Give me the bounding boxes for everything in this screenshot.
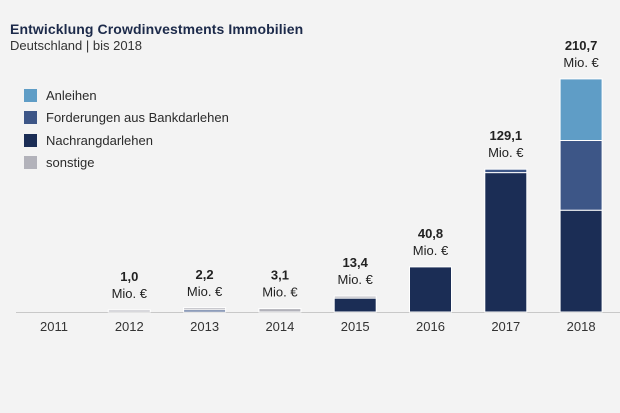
x-tick-2017: 2017 <box>491 319 520 334</box>
unit-label-2018: Mio. € <box>563 55 599 70</box>
bars <box>107 78 603 313</box>
legend-item-anleihen: Anleihen <box>24 84 229 107</box>
x-tick-labels: 2011 2012 2013 2014 2015 2016 2017 2018 <box>40 319 596 334</box>
total-label-2012: 1,0 <box>120 269 138 284</box>
total-label-2018: 210,7 <box>565 38 598 53</box>
unit-label-2013: Mio. € <box>187 284 223 299</box>
total-label-2014: 3,1 <box>271 268 289 283</box>
bar-segment-2018-0 <box>559 209 603 313</box>
bar-segment-2014-3 <box>258 308 302 313</box>
legend-swatch-anleihen <box>24 88 37 102</box>
x-tick-2011: 2011 <box>40 319 68 334</box>
legend: Anleihen Forderungen aus Bankdarlehen Na… <box>24 84 229 174</box>
legend-item-sonstige: sonstige <box>24 152 229 175</box>
legend-label-sonstige: sonstige <box>46 155 95 171</box>
bar-segment-2017-1 <box>484 168 528 174</box>
legend-swatch-forderungen <box>24 111 37 125</box>
bar-segment-2015-0 <box>333 297 377 313</box>
x-tick-2015: 2015 <box>341 319 370 334</box>
chart-title: Entwicklung Crowdinvestments Immobilien <box>10 21 304 37</box>
unit-label-2016: Mio. € <box>413 243 449 258</box>
legend-label-forderungen: Forderungen aus Bankdarlehen <box>46 110 229 126</box>
bar-segment-2018-1 <box>559 140 603 211</box>
total-label-2013: 2,2 <box>196 267 214 282</box>
bar-segment-2018-2 <box>559 78 603 141</box>
unit-label-2012: Mio. € <box>112 286 148 301</box>
bar-segment-2012-3 <box>107 309 151 313</box>
total-label-2017: 129,1 <box>490 128 523 143</box>
total-label-2016: 40,8 <box>418 226 443 241</box>
total-label-2015: 13,4 <box>343 255 369 270</box>
legend-swatch-nachrangdarlehen <box>24 133 37 147</box>
unit-label-2015: Mio. € <box>337 272 373 287</box>
bar-segment-2017-0 <box>484 172 528 313</box>
chart-subtitle: Deutschland | bis 2018 <box>10 38 143 53</box>
unit-label-2017: Mio. € <box>488 145 524 160</box>
legend-label-nachrangdarlehen: Nachrangdarlehen <box>46 132 153 148</box>
legend-item-nachrangdarlehen: Nachrangdarlehen <box>24 129 229 152</box>
x-tick-2018: 2018 <box>567 319 596 334</box>
bar-segment-2016-0 <box>409 266 452 313</box>
x-tick-2016: 2016 <box>416 319 445 334</box>
legend-swatch-sonstige <box>24 156 37 170</box>
x-tick-2012: 2012 <box>115 319 144 334</box>
legend-label-anleihen: Anleihen <box>46 87 97 103</box>
bar-segment-2015-3 <box>333 295 377 299</box>
value-labels: 1,0 Mio. € 2,2 Mio. € 3,1 Mio. € 13,4 Mio. € 40,… <box>112 38 600 301</box>
x-tick-2013: 2013 <box>190 319 219 334</box>
x-tick-2014: 2014 <box>265 319 294 334</box>
legend-item-forderungen: Forderungen aus Bankdarlehen <box>24 107 229 130</box>
unit-label-2014: Mio. € <box>262 285 298 300</box>
bar-segment-2013-3 <box>183 307 227 311</box>
